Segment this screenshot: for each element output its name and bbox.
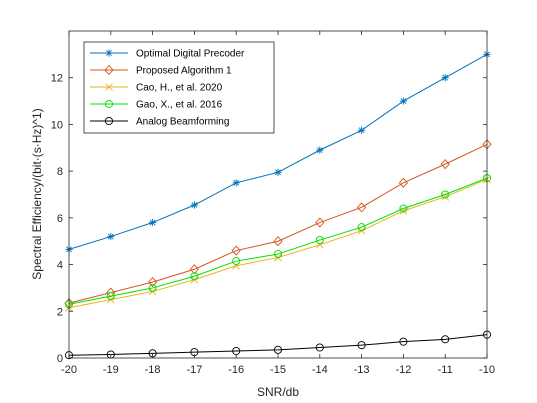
data-point [357, 223, 366, 232]
data-point [274, 168, 282, 176]
x-tick-label: -12 [395, 364, 411, 376]
series-line-4 [68, 177, 488, 305]
legend-marker [104, 99, 114, 109]
x-tick-label: -18 [145, 364, 161, 376]
data-point [440, 159, 450, 170]
x-tick-label: -17 [186, 364, 202, 376]
legend-label: Optimal Digital Precoder [136, 49, 245, 60]
data-point [316, 146, 324, 154]
data-point [147, 277, 158, 288]
data-point [231, 245, 241, 256]
data-point [148, 283, 157, 292]
y-tick-label: 10 [51, 119, 63, 131]
data-point [106, 287, 116, 298]
legend-label: Gao, X., et al. 2016 [136, 100, 223, 111]
data-point [358, 126, 366, 134]
legend-marker [104, 64, 114, 76]
data-point [190, 201, 198, 209]
data-point [106, 292, 115, 301]
y-tick-label: 2 [57, 306, 63, 318]
data-point [189, 264, 200, 275]
x-tick-label: -20 [61, 364, 77, 376]
x-tick-label: -15 [270, 364, 286, 376]
x-axis-title: SNR/db [257, 385, 299, 399]
data-point [356, 202, 367, 213]
data-point [190, 272, 199, 281]
legend: Optimal Digital Precoder Proposed Algorit… [83, 41, 275, 134]
series-line-5 [68, 334, 488, 356]
data-point [315, 217, 325, 228]
y-tick-label: 0 [57, 353, 63, 365]
data-point [232, 261, 241, 270]
data-point [232, 179, 240, 187]
data-point [149, 218, 157, 227]
x-tick-label: -19 [103, 364, 119, 376]
data-point [441, 190, 450, 199]
series-line-2 [68, 143, 488, 304]
y-tick-label: 12 [51, 73, 63, 85]
x-tick-label: -10 [479, 364, 495, 376]
data-point [232, 257, 241, 266]
data-point [273, 236, 283, 247]
data-point [441, 192, 450, 201]
data-point [107, 232, 115, 241]
data-point [315, 235, 324, 245]
y-tick-label: 8 [57, 166, 63, 178]
legend-label: Analog Beamforming [136, 117, 229, 128]
data-point [399, 97, 407, 105]
data-point [273, 250, 283, 259]
y-tick-label: 6 [57, 213, 63, 225]
data-point [399, 204, 408, 213]
data-point [357, 341, 366, 350]
y-axis-title: Spectral Efficiency/(bit·(s·Hz)^1) [30, 108, 44, 279]
data-point [441, 74, 449, 82]
x-tick-label: -13 [354, 364, 370, 376]
x-tick-label: -16 [228, 364, 244, 376]
data-point [399, 337, 408, 346]
legend-label: Proposed Algorithm 1 [136, 66, 232, 77]
data-point [441, 335, 450, 344]
legend-marker [104, 116, 114, 126]
data-point [398, 177, 409, 188]
data-point [315, 240, 324, 249]
data-point [315, 343, 324, 352]
data-point [273, 345, 283, 354]
x-tick-label: -14 [312, 364, 328, 376]
data-point [399, 206, 408, 215]
x-tick-label: -11 [438, 364, 453, 376]
legend-label: Cao, H., et al. 2020 [136, 83, 223, 94]
y-tick-label: 4 [57, 260, 63, 272]
legend-marker [105, 83, 113, 91]
legend-marker [105, 49, 113, 57]
